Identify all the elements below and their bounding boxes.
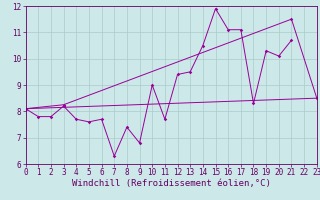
X-axis label: Windchill (Refroidissement éolien,°C): Windchill (Refroidissement éolien,°C) (72, 179, 271, 188)
